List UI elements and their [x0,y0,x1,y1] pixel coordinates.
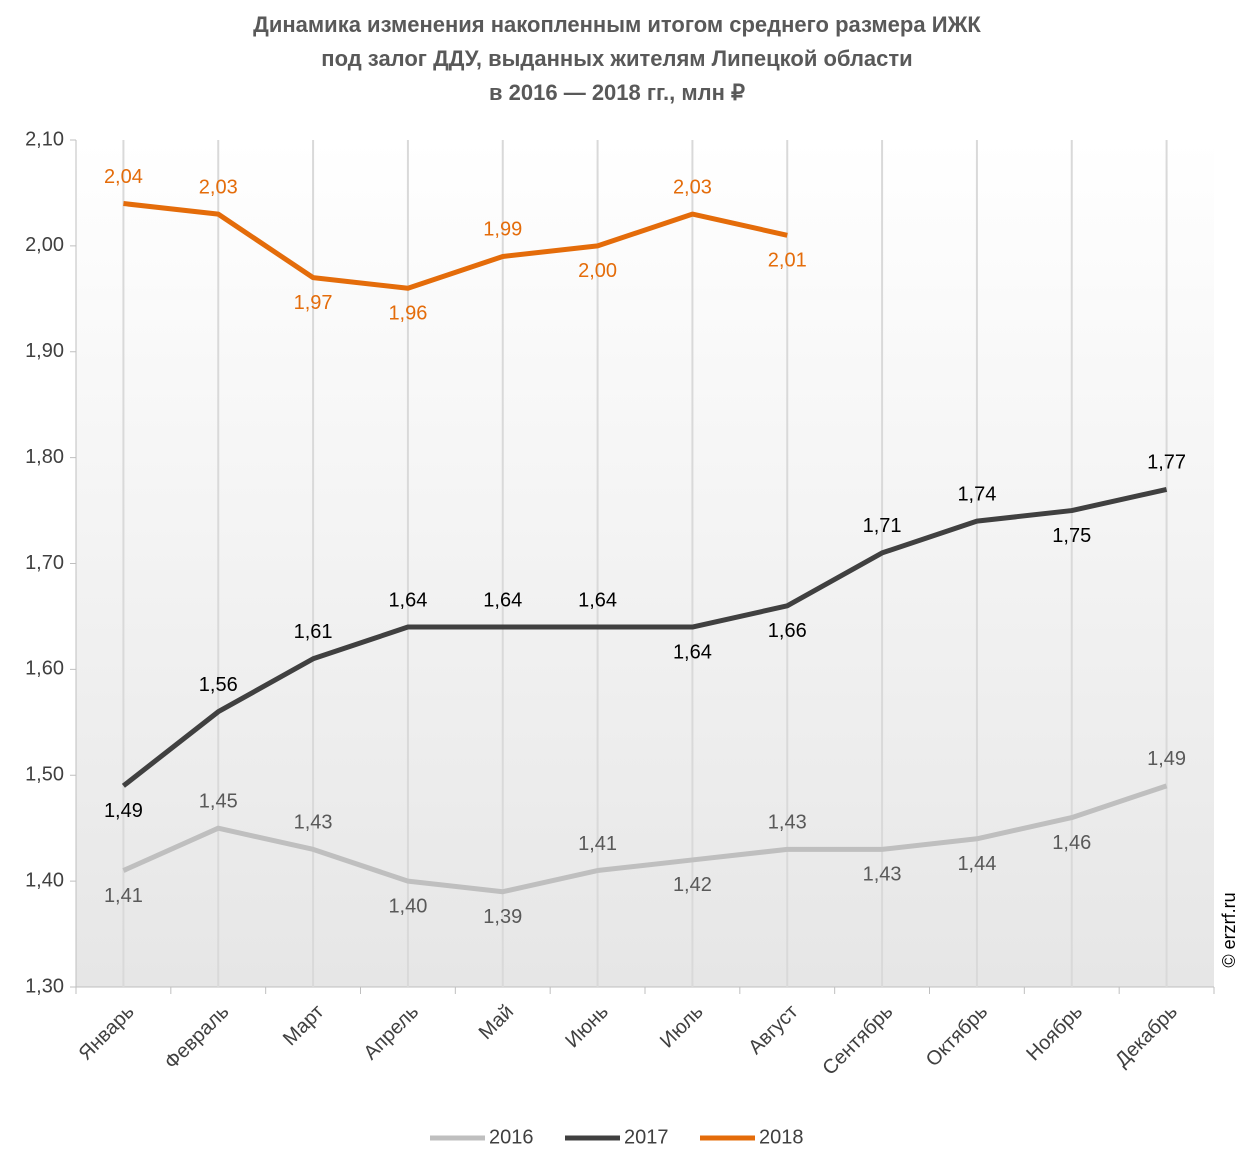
y-tick-label: 2,00 [25,234,64,256]
y-tick-label: 1,50 [25,764,64,786]
x-tick-label: Январь [75,1001,139,1065]
data-label: 1,43 [768,812,807,834]
data-label: 1,41 [104,885,143,907]
data-label: 1,43 [863,864,902,886]
data-label: 1,41 [578,833,617,855]
data-label: 1,77 [1147,452,1186,474]
data-label: 2,00 [578,260,617,282]
watermark: © erzrf.ru [1219,892,1239,967]
data-label: 2,04 [104,166,143,188]
data-label: 1,46 [1052,832,1091,854]
data-label: 1,74 [957,483,996,505]
data-label: 1,64 [388,589,427,611]
x-tick-label: Апрель [360,1001,424,1065]
data-label: 1,64 [483,589,522,611]
x-tick-label: Декабрь [1111,1001,1182,1072]
x-tick-label: Июль [656,1001,708,1053]
x-tick-label: Сентябрь [818,1001,897,1080]
y-tick-label: 1,60 [25,658,64,680]
x-tick-label: Октябрь [922,1001,992,1071]
x-tick-label: Ноябрь [1022,1001,1087,1066]
y-tick-label: 1,40 [25,869,64,891]
data-label: 2,03 [673,176,712,198]
data-label: 2,03 [199,176,238,198]
data-label: 2,01 [768,250,807,272]
x-tick-label: Март [279,1001,328,1050]
data-label: 1,40 [388,895,427,917]
data-label: 1,39 [483,906,522,928]
data-label: 1,75 [1052,525,1091,547]
series-line [121,486,1168,788]
data-label: 1,97 [294,292,333,314]
x-tick-label: Июнь [561,1001,613,1053]
plot-area [76,140,1214,987]
y-tick-label: 1,90 [25,340,64,362]
data-label: 1,44 [957,853,996,875]
data-label: 1,71 [863,515,902,537]
legend-label: 2016 [489,1126,534,1148]
data-label: 1,56 [199,674,238,696]
data-label: 1,42 [673,874,712,896]
x-tick-label: Февраль [160,1001,233,1074]
data-label: 1,49 [104,800,143,822]
data-label: 1,43 [294,812,333,834]
data-label: 1,64 [578,589,617,611]
data-label: 1,49 [1147,748,1186,770]
y-tick-label: 2,10 [25,128,64,150]
data-label: 1,99 [483,219,522,241]
series-line [122,783,1168,895]
x-tick-label: Май [475,1001,518,1044]
x-tick-label: Август [744,1001,802,1059]
chart-title: Динамика изменения накопленным итогом ср… [253,12,981,37]
data-label: 1,64 [673,641,712,663]
chart-title: под залог ДДУ, выданных жителям Липецкой… [321,46,912,71]
y-tick-label: 1,80 [25,446,64,468]
chart-title: в 2016 — 2018 гг., млн ₽ [489,80,745,105]
data-label: 1,61 [294,621,333,643]
legend-label: 2018 [759,1126,804,1148]
legend-label: 2017 [624,1126,669,1148]
series-line [123,201,788,291]
y-tick-label: 1,30 [25,975,64,997]
y-tick-label: 1,70 [25,552,64,574]
data-label: 1,96 [388,303,427,325]
data-label: 1,45 [199,790,238,812]
data-label: 1,66 [768,620,807,642]
